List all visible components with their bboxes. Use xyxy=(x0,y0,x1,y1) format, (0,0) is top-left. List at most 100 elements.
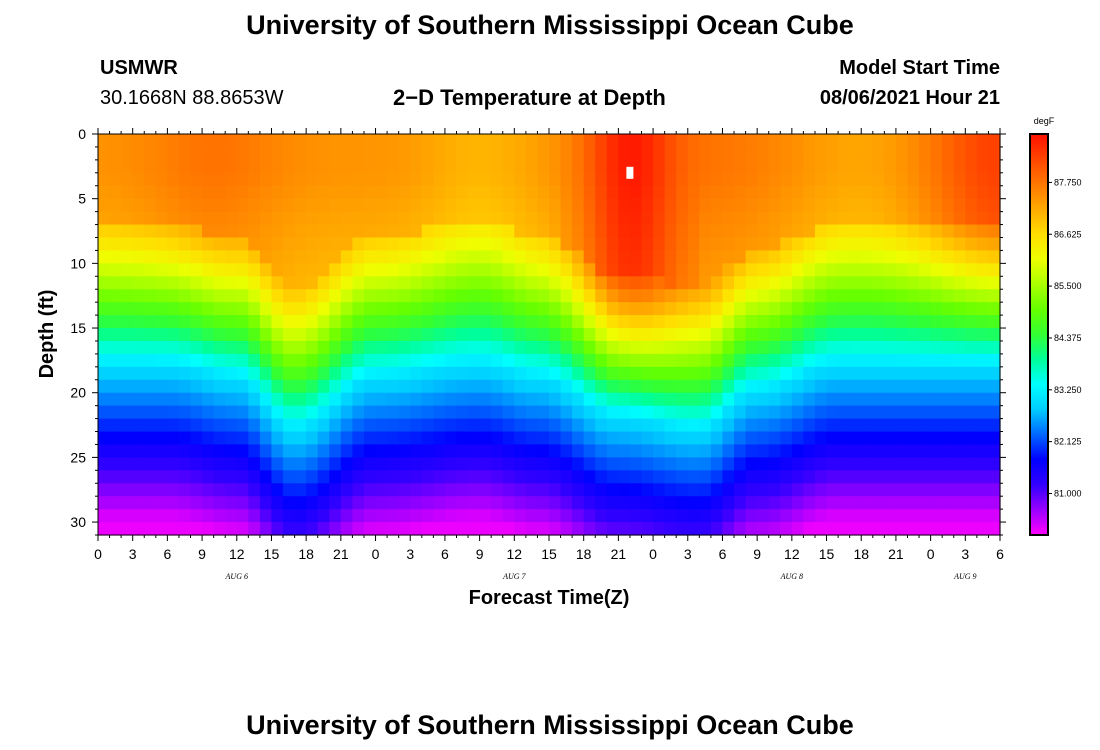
heatmap-cell xyxy=(190,146,203,161)
heatmap-cell xyxy=(919,263,932,277)
heatmap-cell xyxy=(468,263,481,277)
heatmap-cell xyxy=(121,146,134,161)
heatmap-cell xyxy=(167,353,180,368)
heatmap-cell xyxy=(699,392,712,407)
heatmap-cell xyxy=(930,522,943,536)
heatmap-cell xyxy=(606,302,619,316)
heatmap-cell xyxy=(930,172,943,187)
heatmap-cell xyxy=(583,315,596,329)
heatmap-cell xyxy=(225,237,238,252)
heatmap-cell xyxy=(710,159,724,174)
heatmap-cell xyxy=(433,211,446,226)
heatmap-cell xyxy=(838,250,851,264)
heatmap-cell xyxy=(699,146,712,161)
heatmap-cell xyxy=(121,522,134,536)
heatmap-cell xyxy=(653,289,666,303)
heatmap-cell xyxy=(618,405,631,420)
heatmap-cell xyxy=(722,276,735,290)
heatmap-cell xyxy=(942,405,955,420)
heatmap-cell xyxy=(919,159,932,174)
heatmap-cell xyxy=(225,522,238,536)
heatmap-cell xyxy=(421,302,434,316)
heatmap-cell xyxy=(248,470,261,484)
heatmap-cell xyxy=(190,276,203,290)
heatmap-cell xyxy=(965,172,978,187)
heatmap-cell xyxy=(213,185,226,200)
heatmap-cell xyxy=(225,457,238,471)
heatmap-cell xyxy=(259,353,273,368)
heatmap-cell xyxy=(572,185,585,200)
heatmap-cell xyxy=(167,198,180,213)
heatmap-cell xyxy=(375,379,388,394)
heatmap-cell xyxy=(525,509,539,523)
heatmap-cell xyxy=(121,379,134,394)
heatmap-cell xyxy=(398,146,411,161)
heatmap-cell xyxy=(988,457,1001,471)
heatmap-cell xyxy=(178,483,192,497)
heatmap-cell xyxy=(595,302,608,316)
heatmap-cell xyxy=(988,250,1001,264)
heatmap-cell xyxy=(468,483,481,497)
heatmap-cell xyxy=(352,457,365,471)
heatmap-cell xyxy=(768,250,781,264)
heatmap-cell xyxy=(734,470,747,484)
heatmap-cell xyxy=(560,276,573,290)
heatmap-cell xyxy=(895,198,909,213)
heatmap-cell xyxy=(317,353,330,368)
heatmap-cell xyxy=(352,392,365,407)
heatmap-cell xyxy=(814,250,828,264)
heatmap-cell xyxy=(271,457,284,471)
heatmap-cell xyxy=(549,392,562,407)
heatmap-cell xyxy=(583,405,596,420)
heatmap-cell xyxy=(965,250,978,264)
heatmap-cell xyxy=(502,496,515,510)
heatmap-cell xyxy=(560,185,573,200)
heatmap-cell xyxy=(745,172,758,187)
heatmap-cell xyxy=(456,366,469,381)
heatmap-cell xyxy=(907,211,920,226)
heatmap-cell xyxy=(387,470,400,484)
heatmap-cell xyxy=(572,392,585,407)
heatmap-cell xyxy=(109,134,122,148)
heatmap-cell xyxy=(572,211,585,226)
heatmap-cell xyxy=(225,224,238,239)
heatmap-cell xyxy=(687,470,700,484)
heatmap-cell xyxy=(144,353,157,368)
heatmap-cell xyxy=(653,431,666,446)
heatmap-cell xyxy=(456,263,469,277)
heatmap-cell xyxy=(768,198,781,213)
heatmap-cell xyxy=(953,496,966,510)
heatmap-cell xyxy=(421,405,434,420)
heatmap-cell xyxy=(236,444,249,458)
heatmap-cell xyxy=(190,159,203,174)
heatmap-cell xyxy=(618,263,631,277)
heatmap-cell xyxy=(549,250,562,264)
heatmap-cell xyxy=(699,340,712,355)
heatmap-cell xyxy=(514,366,527,381)
heatmap-cell xyxy=(525,146,539,161)
heatmap-cell xyxy=(757,379,770,394)
heatmap-cell xyxy=(444,289,458,303)
heatmap-cell xyxy=(444,172,458,187)
heatmap-cell xyxy=(861,328,874,342)
heatmap-cell xyxy=(98,328,111,342)
heatmap-cell xyxy=(491,172,504,187)
heatmap-cell xyxy=(444,224,458,239)
heatmap-cell xyxy=(537,146,550,161)
heatmap-cell xyxy=(710,496,724,510)
heatmap-cell xyxy=(444,198,458,213)
heatmap-cell xyxy=(109,172,122,187)
heatmap-cell xyxy=(98,302,111,316)
heatmap-cell xyxy=(283,431,296,446)
heatmap-cell xyxy=(317,444,330,458)
heatmap-cell xyxy=(259,405,273,420)
heatmap-cell xyxy=(98,211,111,226)
heatmap-cell xyxy=(375,457,388,471)
heatmap-cell xyxy=(363,496,377,510)
heatmap-cell xyxy=(745,418,758,433)
heatmap-cell xyxy=(861,224,874,239)
heatmap-cell xyxy=(259,134,273,148)
heatmap-cell xyxy=(537,444,550,458)
heatmap-cell xyxy=(132,418,145,433)
heatmap-cell xyxy=(942,172,955,187)
